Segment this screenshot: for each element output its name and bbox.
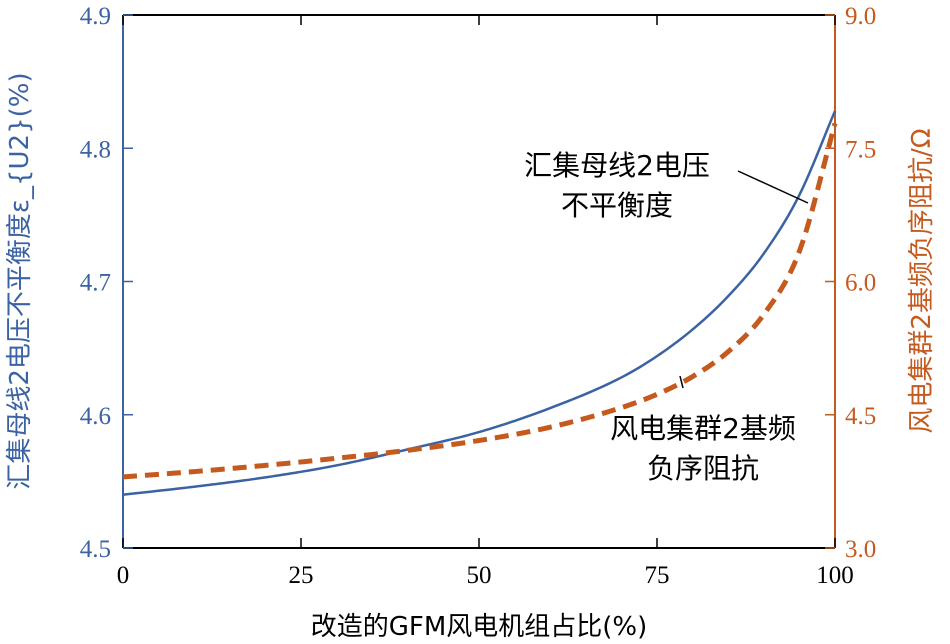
left-y-tick-label: 4.9 [80,3,111,30]
x-tick-label: 100 [816,562,854,589]
series-layer [122,110,838,496]
left-y-tick-label: 4.7 [80,270,111,297]
annotation-leader-dashed [679,375,684,389]
right-y-tick-label: 7.5 [845,136,876,163]
x-tick-label: 25 [289,562,314,589]
right-y-tick-label: 4.5 [845,403,876,430]
right-y-ticks: 3.0 4.5 6.0 7.5 9.0 [825,3,876,563]
right-y-axis-title: 风电集群2基频负序阻抗/Ω [907,128,937,433]
annotation-solid-line1: 汇集母线2电压 [524,149,710,182]
annotation-solid-line2: 不平衡度 [561,189,673,222]
annotation-dashed-line2: 负序阻抗 [647,452,759,485]
x-tick-label: 75 [645,562,670,589]
right-y-tick-label: 3.0 [845,536,876,563]
right-y-tick-label: 9.0 [845,3,876,30]
left-y-ticks: 4.5 4.6 4.7 4.8 4.9 [80,3,133,563]
right-y-tick-label: 6.0 [845,270,876,297]
x-ticks: 0 25 50 75 100 [117,15,854,589]
left-y-tick-label: 4.6 [80,403,111,430]
annotation-dashed-line1: 风电集群2基频 [610,412,796,445]
left-y-tick-label: 4.8 [80,136,111,163]
series-line-solid [122,110,837,496]
x-tick-label: 50 [467,562,492,589]
annotation-leader-solid [737,170,809,204]
series-line-dashed [122,122,838,480]
left-y-tick-label: 4.5 [80,536,111,563]
x-axis-title: 改造的GFM风电机组占比(%) [311,612,648,642]
x-tick-label: 0 [117,562,130,589]
left-y-axis-title: 汇集母线2电压不平衡度ε_{U2}(%) [5,72,35,489]
